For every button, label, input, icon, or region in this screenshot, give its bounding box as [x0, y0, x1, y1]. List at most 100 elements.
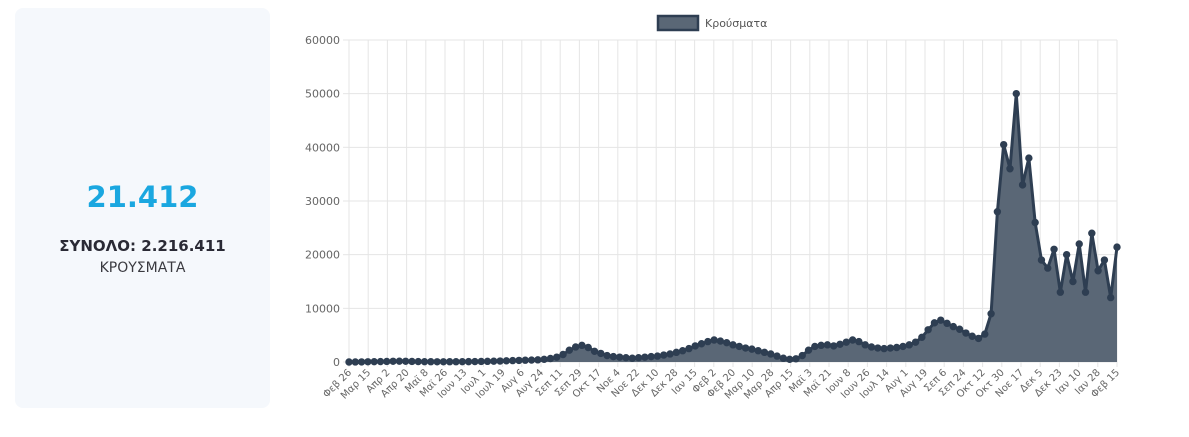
data-point[interactable]: [710, 336, 718, 344]
data-point[interactable]: [1006, 165, 1014, 173]
data-point[interactable]: [647, 352, 655, 361]
data-point[interactable]: [892, 343, 901, 352]
data-point[interactable]: [949, 322, 958, 331]
data-point[interactable]: [420, 357, 429, 366]
data-point[interactable]: [1088, 229, 1096, 237]
data-point[interactable]: [842, 338, 851, 346]
data-point[interactable]: [830, 342, 838, 350]
data-point[interactable]: [634, 354, 643, 362]
data-point[interactable]: [401, 357, 410, 365]
data-point[interactable]: [477, 357, 485, 366]
data-point[interactable]: [804, 346, 813, 354]
data-point[interactable]: [1062, 250, 1071, 259]
data-point[interactable]: [905, 341, 913, 349]
data-point[interactable]: [817, 341, 825, 350]
data-point[interactable]: [754, 347, 762, 355]
data-point[interactable]: [1113, 243, 1121, 251]
data-point[interactable]: [867, 343, 876, 351]
data-point[interactable]: [1094, 267, 1102, 275]
data-point[interactable]: [628, 354, 636, 362]
data-point[interactable]: [483, 357, 492, 366]
data-point[interactable]: [918, 333, 926, 342]
data-point[interactable]: [496, 357, 504, 365]
data-point[interactable]: [1069, 277, 1077, 286]
data-point[interactable]: [590, 347, 599, 355]
data-point[interactable]: [389, 357, 397, 365]
data-point[interactable]: [823, 341, 832, 349]
data-point[interactable]: [395, 357, 404, 365]
data-point[interactable]: [1075, 240, 1083, 248]
data-point[interactable]: [452, 358, 460, 366]
data-point[interactable]: [653, 352, 662, 360]
data-point[interactable]: [345, 358, 353, 366]
data-point[interactable]: [433, 358, 441, 366]
data-point[interactable]: [937, 316, 945, 324]
data-point[interactable]: [697, 340, 706, 348]
data-point[interactable]: [471, 357, 479, 366]
data-point[interactable]: [464, 357, 473, 366]
data-point[interactable]: [836, 340, 844, 348]
data-point[interactable]: [1018, 181, 1027, 189]
data-point[interactable]: [615, 353, 624, 361]
data-point[interactable]: [779, 354, 788, 362]
data-point[interactable]: [1056, 288, 1065, 296]
data-point[interactable]: [1031, 218, 1039, 227]
legend[interactable]: Κρούσματα: [656, 14, 767, 32]
data-point[interactable]: [773, 352, 781, 360]
data-point[interactable]: [981, 330, 989, 338]
data-point[interactable]: [880, 344, 888, 353]
data-point[interactable]: [660, 351, 668, 359]
data-point[interactable]: [527, 356, 536, 364]
data-point[interactable]: [899, 342, 907, 351]
data-point[interactable]: [785, 355, 794, 364]
data-point[interactable]: [962, 329, 970, 337]
data-point[interactable]: [383, 357, 391, 366]
data-point[interactable]: [458, 357, 467, 366]
data-point[interactable]: [584, 343, 592, 352]
data-point[interactable]: [641, 353, 649, 361]
data-point[interactable]: [723, 338, 731, 347]
data-point[interactable]: [622, 354, 630, 362]
data-point[interactable]: [685, 344, 693, 353]
data-point[interactable]: [704, 337, 712, 346]
data-point[interactable]: [439, 358, 448, 366]
data-point[interactable]: [565, 346, 574, 354]
data-point[interactable]: [672, 348, 681, 357]
data-point[interactable]: [597, 349, 605, 358]
data-point[interactable]: [760, 348, 769, 357]
data-point[interactable]: [1037, 256, 1046, 264]
data-point[interactable]: [943, 319, 951, 328]
data-point[interactable]: [930, 319, 939, 327]
data-point[interactable]: [534, 356, 542, 364]
legend-label[interactable]: Κρούσματα: [705, 17, 767, 30]
data-point[interactable]: [968, 332, 976, 340]
data-point[interactable]: [351, 358, 360, 366]
data-point[interactable]: [678, 347, 687, 355]
data-point[interactable]: [1050, 245, 1058, 254]
data-point[interactable]: [490, 357, 498, 365]
data-point[interactable]: [1100, 256, 1109, 264]
data-point[interactable]: [886, 344, 895, 352]
data-point[interactable]: [603, 351, 611, 360]
data-point[interactable]: [999, 140, 1008, 149]
data-point[interactable]: [691, 342, 699, 350]
data-point[interactable]: [571, 343, 580, 351]
data-point[interactable]: [1025, 154, 1033, 162]
data-point[interactable]: [1044, 264, 1052, 272]
data-point[interactable]: [767, 350, 775, 358]
data-point[interactable]: [515, 356, 523, 365]
data-point[interactable]: [861, 341, 869, 349]
data-point[interactable]: [546, 354, 555, 363]
data-point[interactable]: [357, 358, 366, 366]
data-point[interactable]: [987, 310, 995, 318]
data-point[interactable]: [578, 341, 586, 350]
data-point[interactable]: [370, 357, 378, 366]
data-point[interactable]: [748, 345, 756, 353]
data-point[interactable]: [408, 357, 416, 366]
data-point[interactable]: [446, 358, 454, 366]
data-point[interactable]: [1081, 288, 1090, 296]
data-point[interactable]: [540, 355, 548, 364]
legend-swatch[interactable]: [656, 14, 700, 32]
data-point[interactable]: [716, 337, 725, 345]
data-point[interactable]: [502, 357, 511, 365]
